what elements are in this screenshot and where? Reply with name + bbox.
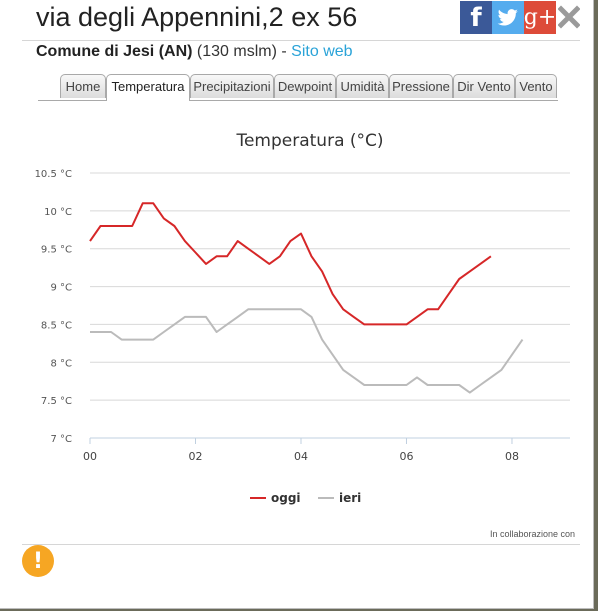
y-tick-label: 9 °C [50, 283, 72, 294]
series-line-ieri [90, 308, 524, 394]
tab-precipitazioni-label: Precipitazioni [193, 79, 271, 94]
series-line-oggi [89, 202, 492, 326]
header-divider [22, 40, 580, 41]
x-tick-label: 08 [505, 450, 519, 463]
tab-dewpoint[interactable]: Dewpoint [274, 74, 336, 98]
y-tick-label: 10 °C [44, 207, 72, 218]
tab-vento-label: Vento [519, 79, 553, 94]
alert-button[interactable]: ! [22, 545, 54, 577]
x-tick-label: 04 [294, 450, 308, 463]
alert-icon: ! [32, 548, 44, 574]
tab-pressione-label: Pressione [392, 79, 450, 94]
station-info: Comune di Jesi (AN) (130 mslm) - Sito we… [36, 43, 353, 61]
location-name: Comune di Jesi (AN) [36, 43, 193, 60]
facebook-icon: f [470, 2, 482, 33]
twitter-share-button[interactable] [492, 1, 524, 34]
legend-label-oggi: oggi [271, 491, 301, 505]
googleplus-icon: g+ [523, 5, 557, 30]
station-title: via degli Appennini,2 ex 56 [36, 2, 358, 32]
facebook-share-button[interactable]: f [460, 1, 492, 34]
close-icon [557, 5, 581, 29]
footer-divider [22, 544, 580, 545]
credits-text: In collaborazione con [489, 529, 575, 539]
y-tick-label: 10.5 °C [35, 169, 72, 180]
tab-temperatura-label: Temperatura [111, 79, 185, 94]
twitter-icon [497, 8, 518, 25]
close-button[interactable] [557, 4, 581, 30]
tab-umidita[interactable]: Umidità [336, 74, 389, 98]
y-tick-label: 8.5 °C [41, 320, 72, 331]
y-tick-label: 7 °C [50, 434, 72, 445]
website-link[interactable]: Sito web [291, 43, 353, 60]
tab-dewpoint-label: Dewpoint [277, 79, 333, 94]
x-tick-label: 00 [83, 450, 97, 463]
tab-bar: Home Temperatura Precipitazioni Dewpoint… [38, 74, 558, 101]
chart-svg: Temperatura (°C) 7 °C 7.5 °C 8 °C 8.5 °C 9 °C… [35, 131, 570, 505]
tab-home-label: Home [65, 79, 101, 94]
x-tick-label: 06 [399, 450, 413, 463]
x-tick-label: 02 [188, 450, 202, 463]
tab-home[interactable]: Home [60, 74, 106, 98]
tab-dir-vento-label: Dir Vento [457, 79, 511, 94]
tab-temperatura[interactable]: Temperatura [106, 74, 190, 101]
chart-title: Temperatura (°C) [235, 131, 383, 151]
tab-umidita-label: Umidità [340, 79, 385, 94]
googleplus-share-button[interactable]: g+ [524, 1, 556, 34]
altitude-text: (130 mslm) [196, 43, 277, 60]
tab-dir-vento[interactable]: Dir Vento [453, 74, 515, 98]
y-tick-label: 7.5 °C [41, 396, 72, 407]
tab-precipitazioni[interactable]: Precipitazioni [190, 74, 274, 98]
tab-pressione[interactable]: Pressione [389, 74, 453, 98]
separator: - [281, 43, 287, 60]
legend-label-ieri: ieri [339, 491, 361, 505]
temperature-chart: Temperatura (°C) 7 °C 7.5 °C 8 °C 8.5 °C 9 °C… [22, 118, 580, 528]
y-tick-label: 9.5 °C [41, 245, 72, 256]
tab-vento[interactable]: Vento [515, 74, 557, 98]
y-tick-label: 8 °C [50, 358, 72, 369]
